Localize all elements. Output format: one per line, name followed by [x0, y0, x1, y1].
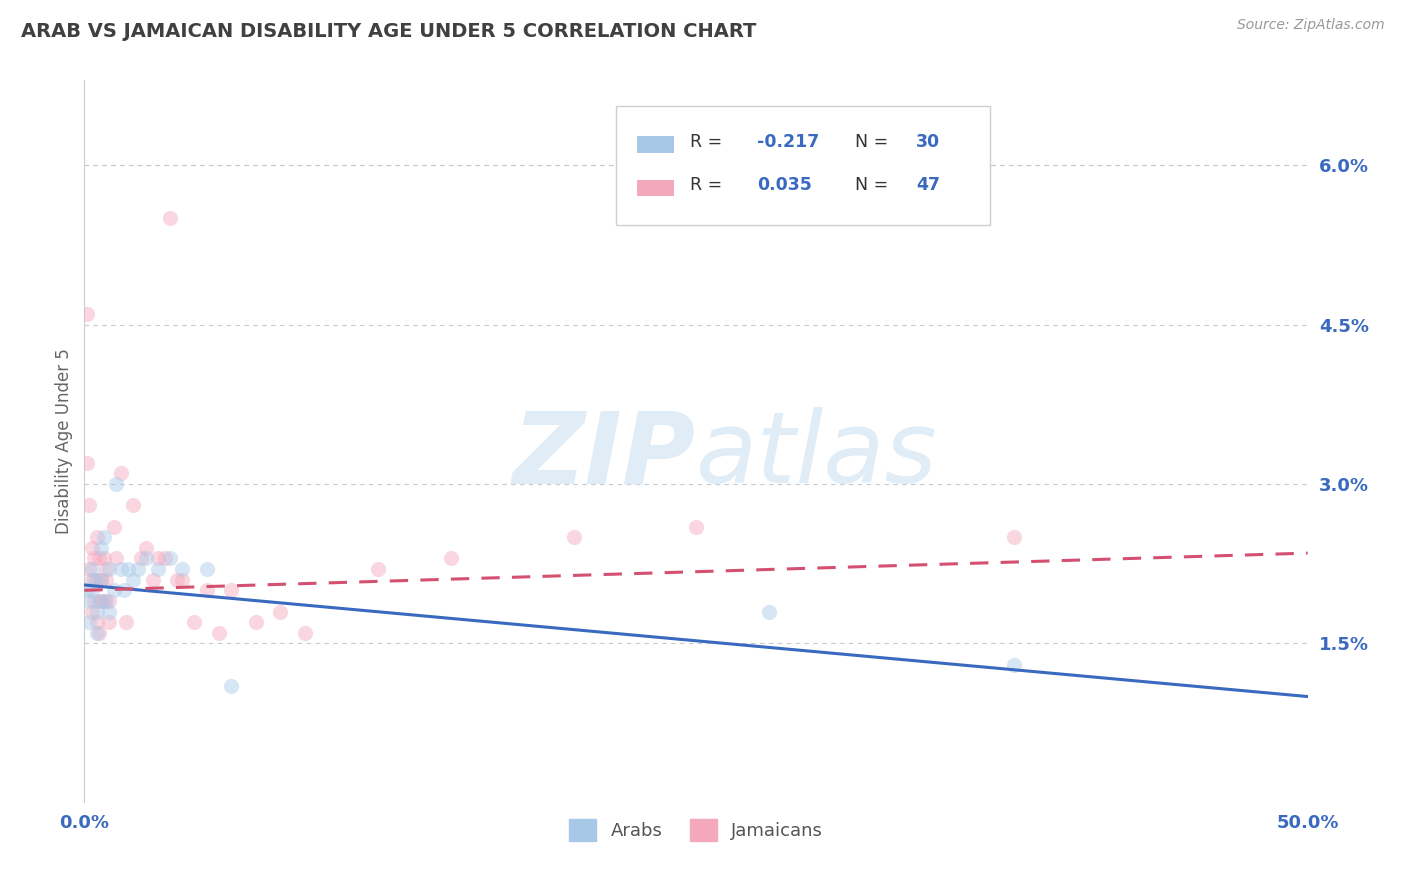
- Point: [83, 594, 105, 608]
- Point: [76, 456, 98, 470]
- Point: [77, 562, 100, 576]
- Text: 47: 47: [917, 176, 941, 194]
- FancyBboxPatch shape: [637, 179, 673, 196]
- Point: [83, 573, 105, 587]
- Point: [93, 530, 115, 544]
- Text: 30: 30: [917, 133, 941, 151]
- Point: [110, 562, 132, 576]
- Point: [183, 615, 205, 630]
- Point: [685, 519, 707, 533]
- Point: [90, 573, 112, 587]
- Text: R =: R =: [690, 133, 727, 151]
- Point: [562, 530, 585, 544]
- Point: [172, 573, 194, 587]
- Text: 0.035: 0.035: [758, 176, 813, 194]
- Point: [172, 562, 194, 576]
- Point: [758, 605, 780, 619]
- Point: [146, 551, 169, 566]
- Point: [195, 562, 218, 576]
- Point: [294, 625, 316, 640]
- Point: [367, 562, 389, 576]
- Point: [90, 541, 112, 555]
- Point: [117, 562, 139, 576]
- Legend: Arabs, Jamaicans: Arabs, Jamaicans: [562, 812, 830, 848]
- Point: [146, 562, 169, 576]
- Y-axis label: Disability Age Under 5: Disability Age Under 5: [55, 349, 73, 534]
- Point: [80, 562, 103, 576]
- Point: [153, 551, 176, 566]
- Point: [80, 541, 103, 555]
- Point: [77, 615, 100, 630]
- Point: [219, 583, 242, 598]
- Point: [80, 583, 103, 598]
- Point: [90, 594, 112, 608]
- Point: [76, 307, 98, 321]
- Point: [166, 573, 188, 587]
- Point: [86, 625, 108, 640]
- Text: N =: N =: [855, 176, 894, 194]
- Point: [96, 573, 118, 587]
- Point: [159, 211, 181, 226]
- Point: [122, 498, 145, 512]
- Point: [135, 551, 157, 566]
- Point: [135, 541, 157, 555]
- Point: [219, 679, 242, 693]
- Point: [90, 573, 112, 587]
- Point: [127, 562, 149, 576]
- Point: [245, 615, 267, 630]
- Point: [112, 583, 135, 598]
- Text: atlas: atlas: [696, 408, 938, 505]
- Point: [86, 615, 108, 630]
- Point: [86, 573, 108, 587]
- Point: [269, 605, 291, 619]
- Point: [97, 594, 120, 608]
- Point: [208, 625, 231, 640]
- Text: R =: R =: [690, 176, 727, 194]
- Point: [142, 573, 165, 587]
- Point: [80, 573, 103, 587]
- Point: [1002, 530, 1025, 544]
- Point: [1002, 657, 1025, 672]
- Point: [87, 551, 110, 566]
- Text: N =: N =: [855, 133, 894, 151]
- Point: [97, 615, 120, 630]
- Point: [77, 498, 100, 512]
- Point: [93, 551, 115, 566]
- Point: [86, 530, 108, 544]
- Point: [110, 467, 132, 481]
- Point: [96, 594, 118, 608]
- Point: [97, 562, 120, 576]
- Point: [76, 583, 98, 598]
- Point: [96, 562, 118, 576]
- Point: [105, 551, 128, 566]
- Point: [115, 615, 138, 630]
- Text: Source: ZipAtlas.com: Source: ZipAtlas.com: [1237, 18, 1385, 32]
- Point: [83, 551, 105, 566]
- Point: [103, 583, 125, 598]
- Text: ZIP: ZIP: [513, 408, 696, 505]
- Point: [87, 625, 110, 640]
- FancyBboxPatch shape: [616, 105, 990, 225]
- Text: -0.217: -0.217: [758, 133, 820, 151]
- Point: [103, 519, 125, 533]
- Point: [93, 594, 115, 608]
- Point: [97, 605, 120, 619]
- Point: [122, 573, 145, 587]
- FancyBboxPatch shape: [637, 136, 673, 153]
- Point: [77, 594, 100, 608]
- Point: [440, 551, 463, 566]
- Point: [195, 583, 218, 598]
- Text: ARAB VS JAMAICAN DISABILITY AGE UNDER 5 CORRELATION CHART: ARAB VS JAMAICAN DISABILITY AGE UNDER 5 …: [21, 22, 756, 41]
- Point: [80, 605, 103, 619]
- Point: [129, 551, 152, 566]
- Point: [87, 594, 110, 608]
- Point: [105, 477, 128, 491]
- Point: [159, 551, 181, 566]
- Point: [86, 605, 108, 619]
